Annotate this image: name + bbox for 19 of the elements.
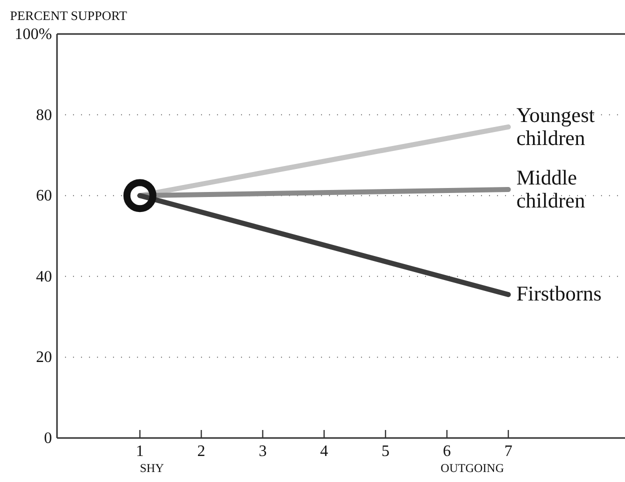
x-tick-label: 3 — [258, 443, 267, 460]
x-tick-label: 2 — [197, 443, 206, 460]
series-label: Youngest children — [516, 102, 595, 150]
y-tick-label: 20 — [36, 349, 52, 366]
x-tick-label: 4 — [320, 443, 328, 460]
y-tick-label: 0 — [44, 430, 52, 447]
y-tick-label: 40 — [36, 268, 52, 286]
x-tick-label: 5 — [382, 443, 390, 460]
y-tick-label: 60 — [36, 188, 52, 205]
y-tick-label: 100% — [14, 26, 52, 43]
text: SHY — [140, 461, 164, 475]
y-tick-label: 80 — [36, 106, 52, 124]
x-tick-label: 1 — [136, 443, 144, 460]
x-tick-label: 7 — [504, 443, 512, 460]
x-tick-label: 6 — [442, 443, 451, 460]
text: OUTGOING — [440, 461, 504, 475]
y-axis-title: PERCENT SUPPORT — [10, 8, 128, 23]
series-label: Middle children — [516, 166, 586, 213]
series-label: Firstborns — [516, 282, 602, 306]
